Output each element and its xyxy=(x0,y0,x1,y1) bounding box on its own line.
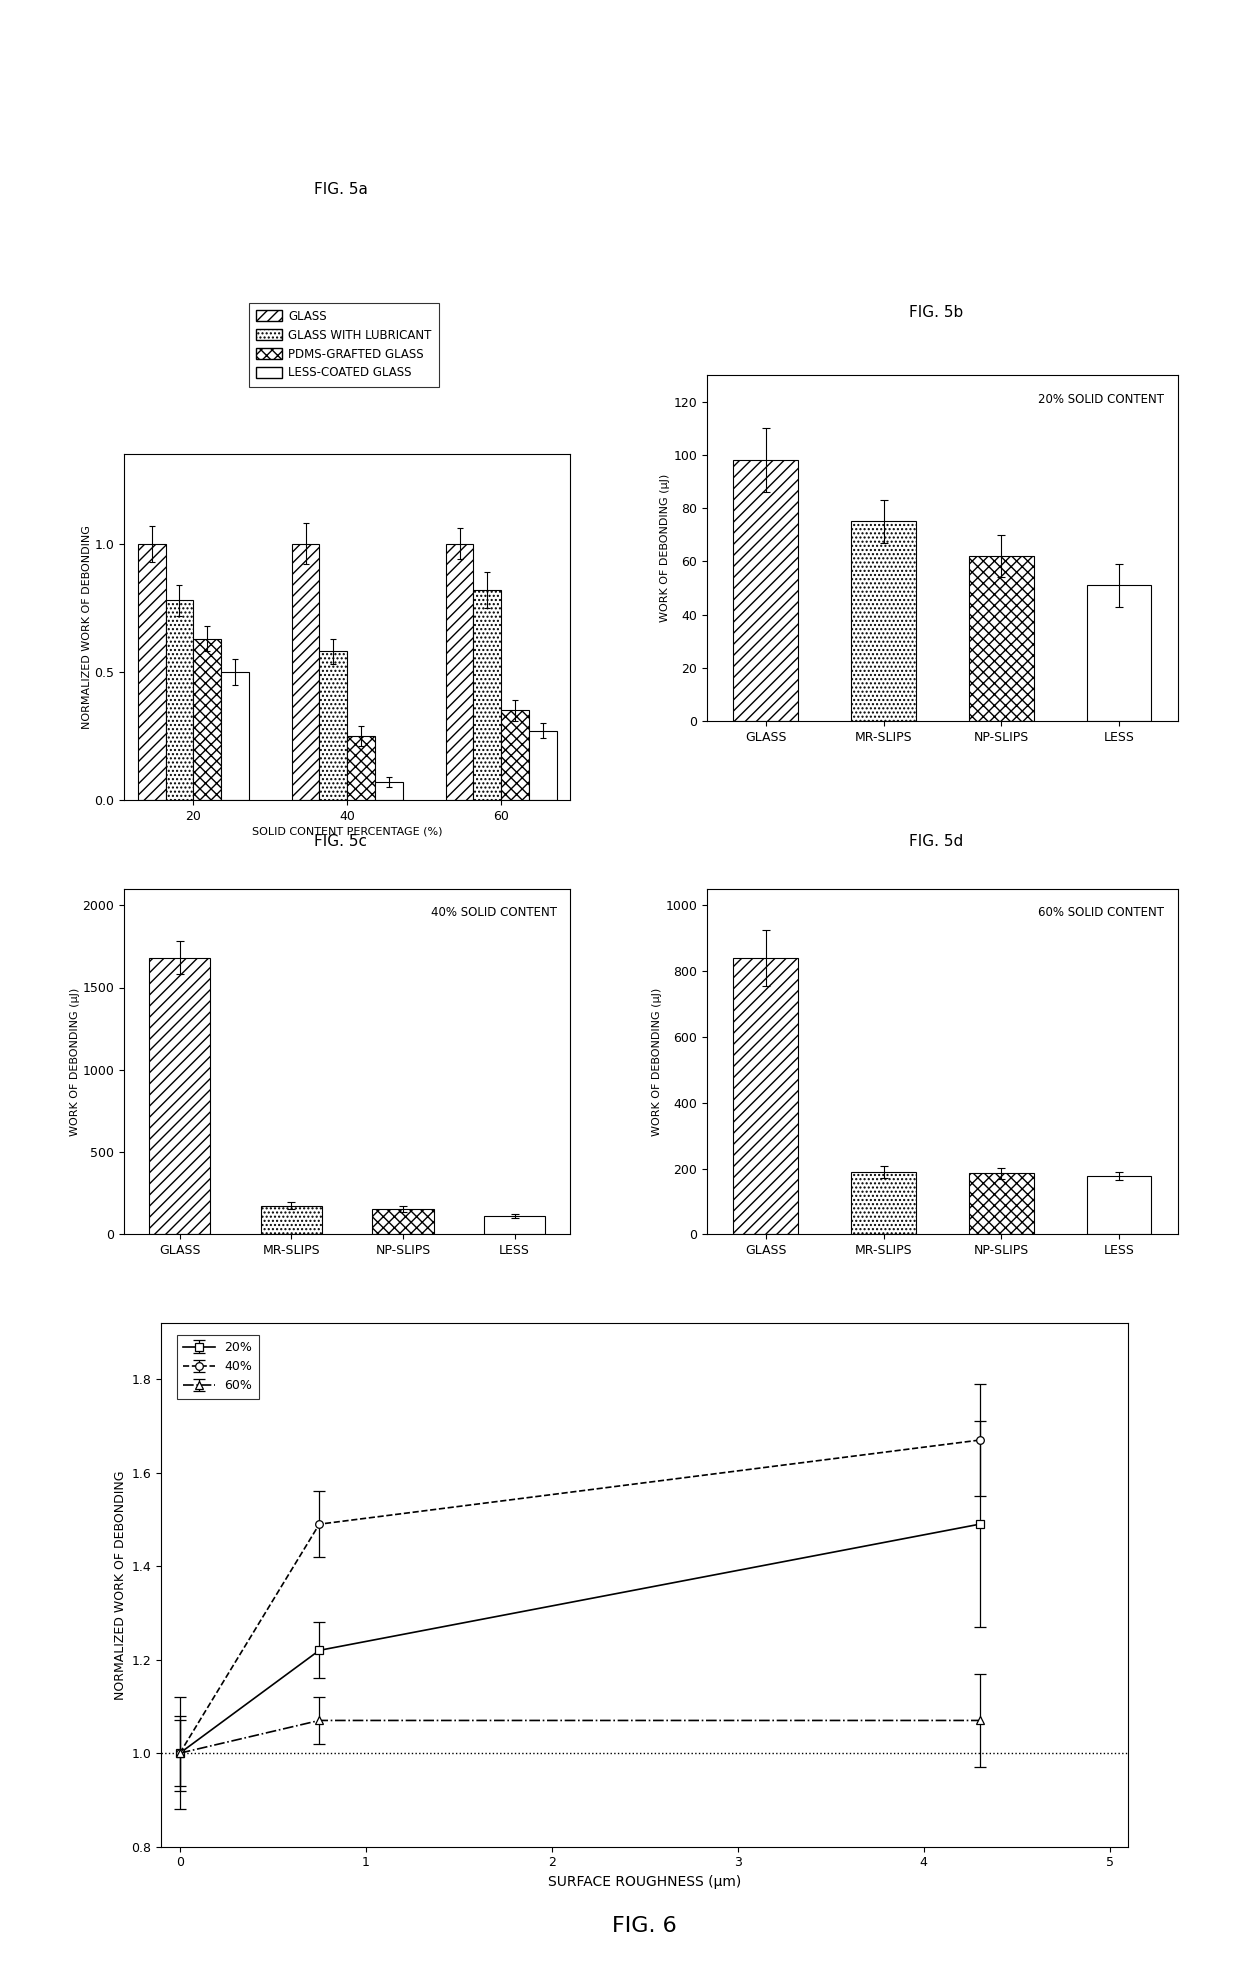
Y-axis label: WORK OF DEBONDING (μJ): WORK OF DEBONDING (μJ) xyxy=(652,988,662,1136)
Text: FIG. 5b: FIG. 5b xyxy=(909,304,963,320)
Bar xyxy=(166,600,193,800)
Bar xyxy=(501,711,528,800)
Text: FIG. 5a: FIG. 5a xyxy=(314,182,368,198)
Y-axis label: NORMALIZED WORK OF DEBONDING: NORMALIZED WORK OF DEBONDING xyxy=(114,1469,128,1700)
X-axis label: SOLID CONTENT PERCENTAGE (%): SOLID CONTENT PERCENTAGE (%) xyxy=(252,828,443,837)
Text: FIG. 5c: FIG. 5c xyxy=(315,833,367,849)
X-axis label: SURFACE ROUGHNESS (μm): SURFACE ROUGHNESS (μm) xyxy=(548,1874,742,1888)
Y-axis label: WORK OF DEBONDING (μJ): WORK OF DEBONDING (μJ) xyxy=(661,474,671,622)
Bar xyxy=(374,782,403,800)
Bar xyxy=(1086,585,1152,721)
Legend: GLASS, GLASS WITH LUBRICANT, PDMS-GRAFTED GLASS, LESS-COATED GLASS: GLASS, GLASS WITH LUBRICANT, PDMS-GRAFTE… xyxy=(249,302,439,387)
Legend: 20%, 40%, 60%: 20%, 40%, 60% xyxy=(177,1335,259,1398)
Bar xyxy=(968,1173,1034,1234)
Bar xyxy=(1086,1175,1152,1234)
Bar xyxy=(291,543,320,800)
Bar xyxy=(372,1209,434,1234)
Bar xyxy=(138,543,166,800)
Y-axis label: WORK OF DEBONDING (μJ): WORK OF DEBONDING (μJ) xyxy=(69,988,79,1136)
Bar xyxy=(347,737,374,800)
Bar xyxy=(320,652,347,800)
Bar xyxy=(193,638,221,800)
Bar xyxy=(528,731,557,800)
Text: FIG. 5d: FIG. 5d xyxy=(909,833,963,849)
Text: FIG. 6: FIG. 6 xyxy=(613,1916,677,1936)
Text: 20% SOLID CONTENT: 20% SOLID CONTENT xyxy=(1038,393,1164,405)
Bar xyxy=(851,1171,916,1234)
Bar xyxy=(968,557,1034,721)
Bar xyxy=(260,1205,322,1234)
Bar xyxy=(445,543,474,800)
Bar xyxy=(851,521,916,721)
Text: 60% SOLID CONTENT: 60% SOLID CONTENT xyxy=(1038,907,1164,918)
Bar xyxy=(149,958,211,1234)
Bar xyxy=(221,672,249,800)
Bar xyxy=(733,958,799,1234)
Bar xyxy=(484,1217,546,1234)
Y-axis label: NORMALIZED WORK OF DEBONDING: NORMALIZED WORK OF DEBONDING xyxy=(82,525,92,729)
Bar xyxy=(733,460,799,721)
Text: 40% SOLID CONTENT: 40% SOLID CONTENT xyxy=(432,907,557,918)
Bar xyxy=(474,591,501,800)
